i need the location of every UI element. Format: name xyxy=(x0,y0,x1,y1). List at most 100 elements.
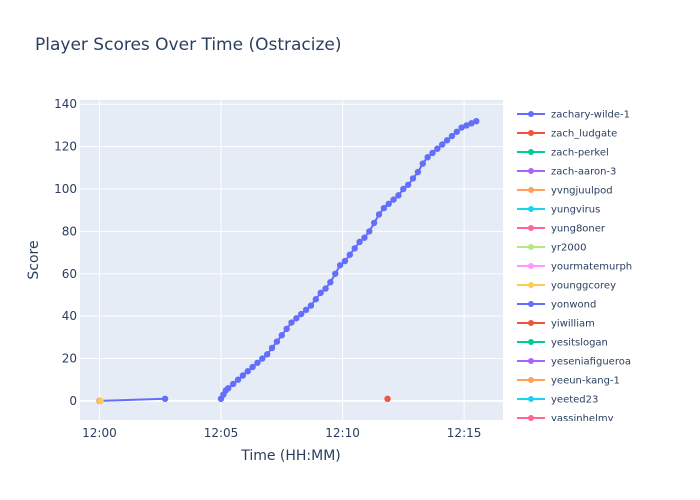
y-tick-label: 140 xyxy=(54,97,77,111)
series-line xyxy=(99,397,166,402)
legend-swatch-marker xyxy=(528,149,534,155)
data-point xyxy=(341,257,349,265)
x-axis-title: Time (HH:MM) xyxy=(240,448,341,464)
data-series xyxy=(96,117,480,405)
legend-item[interactable]: yeeun-kang-1 xyxy=(517,376,620,387)
legend-label: younggcorey xyxy=(551,281,616,292)
data-point xyxy=(332,270,339,277)
legend-swatch-marker xyxy=(528,111,534,117)
legend-swatch-marker xyxy=(528,339,534,345)
legend-label: yeseniafigueroa xyxy=(551,357,631,368)
legend[interactable]: zachary-wilde-1 zach_ludgate zach-perkel za… xyxy=(517,110,632,425)
legend-swatch-marker xyxy=(528,130,534,136)
legend-item[interactable]: yassinhelmy xyxy=(517,414,614,425)
legend-label: yungvirus xyxy=(551,205,600,216)
data-point xyxy=(400,185,407,193)
legend-swatch-marker xyxy=(528,225,534,231)
y-axis-title: Score xyxy=(26,240,42,279)
data-point xyxy=(419,160,426,167)
data-point xyxy=(229,380,237,388)
data-point xyxy=(443,137,451,144)
legend-label: yr2000 xyxy=(551,243,586,254)
data-point xyxy=(263,351,271,358)
legend-label: zachary-wilde-1 xyxy=(551,110,630,121)
data-point xyxy=(424,154,431,161)
legend-item[interactable]: zach-perkel xyxy=(517,148,609,159)
data-point xyxy=(414,168,422,176)
data-point xyxy=(244,368,251,375)
data-point xyxy=(346,251,354,258)
data-point xyxy=(268,344,276,352)
legend-item[interactable]: zach_ludgate xyxy=(517,129,617,140)
data-point xyxy=(336,262,344,269)
data-point xyxy=(409,175,417,182)
legend-item[interactable]: yr2000 xyxy=(517,243,586,254)
data-point xyxy=(385,200,392,208)
data-point xyxy=(356,238,363,246)
legend-label: zach_ludgate xyxy=(551,129,617,140)
data-point xyxy=(97,397,104,405)
x-tick-label: 12:15 xyxy=(447,426,482,440)
legend-item[interactable]: zach-aaron-3 xyxy=(517,167,616,178)
data-point xyxy=(366,228,373,235)
legend-item[interactable]: yesitslogan xyxy=(517,338,608,349)
legend-item[interactable]: younggcorey xyxy=(517,281,616,292)
legend-swatch-marker xyxy=(528,244,534,250)
legend-label: yonwond xyxy=(551,300,596,311)
data-point xyxy=(239,372,247,379)
data-point xyxy=(225,385,232,392)
legend-swatch-marker xyxy=(528,263,534,269)
series-younggcorey xyxy=(97,397,104,405)
data-point xyxy=(278,332,285,339)
x-tick-label: 12:05 xyxy=(204,426,239,440)
data-point xyxy=(327,279,334,286)
legend-item[interactable]: yonwond xyxy=(517,300,596,311)
legend-label: yeeted23 xyxy=(551,395,598,406)
legend-item[interactable]: yungvirus xyxy=(517,205,600,216)
legend-label: yiwilliam xyxy=(551,319,595,330)
data-point xyxy=(453,128,461,135)
y-tick-label: 20 xyxy=(62,352,77,366)
legend-label: zach-aaron-3 xyxy=(551,167,616,178)
data-point xyxy=(322,285,329,292)
legend-item[interactable]: yeeted23 xyxy=(517,395,598,406)
data-point xyxy=(312,296,320,303)
series-zachary-wilde-1 xyxy=(217,117,480,403)
data-point xyxy=(434,145,441,152)
legend-item[interactable]: yvngjuulpod xyxy=(517,186,613,197)
legend-item[interactable]: yiwilliam xyxy=(517,319,595,330)
legend-label: yeeun-kang-1 xyxy=(551,376,620,387)
legend-swatch-marker xyxy=(528,206,534,212)
data-point xyxy=(302,306,310,314)
legend-swatch-marker xyxy=(528,320,534,326)
legend-item[interactable]: yeseniafigueroa xyxy=(517,357,631,368)
data-point xyxy=(395,192,402,199)
y-tick-label: 120 xyxy=(54,140,77,154)
chart-title: Player Scores Over Time (Ostracize) xyxy=(35,35,342,55)
legend-item[interactable]: zachary-wilde-1 xyxy=(517,110,630,121)
data-point xyxy=(273,338,281,345)
data-point xyxy=(259,355,266,362)
legend-swatch-marker xyxy=(528,187,534,193)
data-point xyxy=(307,302,315,309)
data-point xyxy=(249,363,256,371)
x-tick-label: 12:10 xyxy=(325,426,360,440)
data-point xyxy=(288,319,295,326)
data-point xyxy=(361,234,368,241)
data-point xyxy=(234,376,242,383)
data-point xyxy=(293,315,300,322)
legend-item[interactable]: yung8oner xyxy=(517,224,606,235)
data-point xyxy=(429,149,436,157)
data-point xyxy=(380,204,388,212)
legend-swatch-marker xyxy=(528,396,534,402)
y-tick-label: 0 xyxy=(69,394,77,408)
data-point xyxy=(473,117,480,125)
legend-item[interactable]: yourmatemurph xyxy=(517,262,632,273)
data-point xyxy=(390,196,397,203)
data-point xyxy=(468,120,475,127)
data-point xyxy=(458,124,465,131)
legend-label: yung8oner xyxy=(551,224,606,235)
legend-label: yassinhelmy xyxy=(551,414,614,425)
y-tick-label: 40 xyxy=(62,309,77,323)
